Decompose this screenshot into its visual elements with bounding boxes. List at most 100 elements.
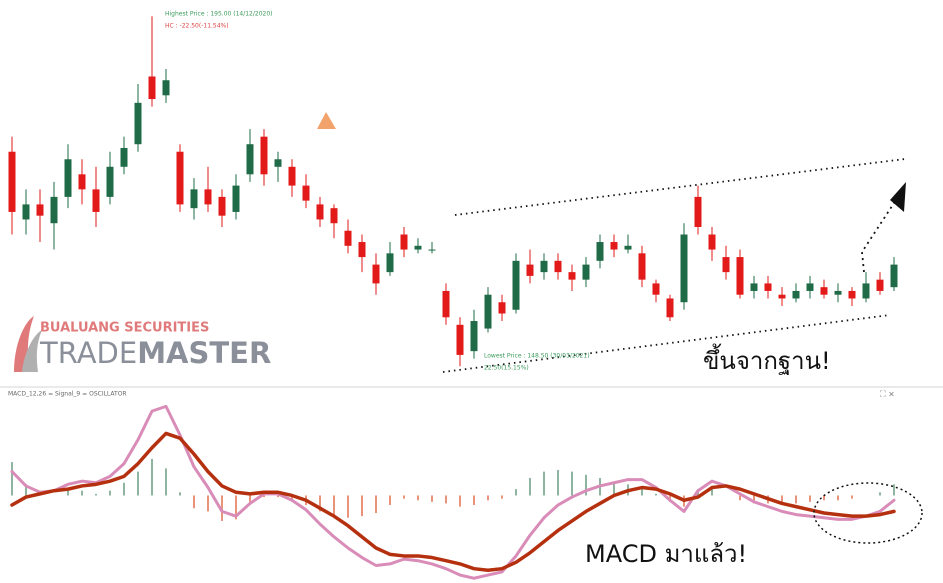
histogram-bar (249, 495, 251, 506)
candle-body (414, 245, 422, 250)
histogram-bar (823, 495, 825, 501)
line-series (10, 431, 896, 573)
candle-body (218, 196, 226, 216)
candle-body (890, 264, 898, 288)
candle-body (50, 196, 58, 224)
histogram-bar (445, 495, 447, 504)
candle-body (204, 189, 212, 205)
histogram-bar (417, 495, 419, 501)
candle-body (36, 204, 44, 216)
candle-body (456, 324, 464, 355)
histogram-bar (347, 495, 349, 518)
candle-body (694, 196, 702, 227)
candle-body (834, 290, 842, 295)
histogram-bar (515, 489, 517, 496)
high-change: HC : -22.50(-11.54%) (165, 23, 229, 30)
logo: BUALUANG SECURITIES TRADEMASTER (14, 316, 271, 372)
candle-body (652, 283, 660, 295)
panel-icons: ⛶ × (879, 390, 895, 399)
candle-body (386, 253, 394, 273)
candle-body (8, 151, 16, 212)
candle-body (288, 166, 296, 186)
histogram-bar (753, 495, 755, 504)
candle-body (582, 264, 590, 280)
candle-body (820, 287, 828, 295)
histogram-bar (543, 471, 545, 496)
candle-body (806, 283, 814, 291)
candle-body (106, 166, 114, 197)
line-series (10, 404, 896, 580)
candle-body (484, 294, 492, 329)
histogram-bar (179, 492, 181, 496)
candle-body (596, 242, 604, 261)
histogram-bar (837, 495, 839, 501)
arrow (861, 199, 897, 273)
histogram-bar (235, 495, 237, 520)
candle-body (120, 147, 128, 167)
candle-body (176, 151, 184, 205)
histogram-bar (25, 484, 27, 496)
histogram-bar (361, 495, 363, 517)
histogram-bar (11, 462, 13, 496)
histogram-bar (851, 495, 853, 499)
candle-body (778, 294, 786, 299)
candle-body (316, 204, 324, 220)
candle-body (540, 260, 548, 273)
histogram-bar (655, 493, 657, 496)
histogram-bar (529, 477, 531, 496)
low-change: 22.50(15.15%) (484, 365, 529, 372)
candle-body (232, 185, 240, 212)
histogram-bar (487, 495, 489, 501)
candle-body (246, 144, 254, 175)
histogram-bar (459, 495, 461, 507)
candle-body (792, 290, 800, 299)
histogram-bar (319, 495, 321, 512)
candle-body (134, 102, 142, 145)
candle-body (568, 272, 576, 280)
histogram-bar (795, 495, 797, 504)
histogram-bar (431, 495, 433, 502)
histogram-bar (123, 482, 125, 496)
candle-body (554, 260, 562, 273)
logo-swoosh (14, 316, 34, 372)
logo-product-light: TRADE (39, 336, 137, 370)
arrow-head (890, 182, 906, 212)
candle-body (498, 302, 506, 314)
histogram-bar (165, 468, 167, 496)
histogram-bar (137, 471, 139, 496)
highlight-ellipse (813, 482, 923, 544)
histogram-bar (571, 471, 573, 496)
histogram-bar (207, 495, 209, 512)
candle-body (344, 230, 352, 246)
histogram-bar (95, 493, 97, 496)
histogram-bar (879, 492, 881, 496)
macd-title: MACD_12,26 = Signal_9 = OSCILLATOR (8, 391, 127, 398)
candle-body (470, 321, 478, 352)
candle-body (162, 80, 170, 96)
candle-body (722, 257, 730, 273)
logo-product: TRADEMASTER (39, 336, 271, 370)
candle-body (638, 253, 646, 280)
candle-body (764, 283, 772, 291)
histogram-bar (711, 489, 713, 496)
histogram-bar (809, 495, 811, 502)
candle-body (148, 76, 156, 100)
candle-body (64, 159, 72, 197)
histogram-bar (389, 495, 391, 506)
histogram-bar (263, 495, 265, 498)
histogram-bar (501, 495, 503, 499)
macd-annotation: MACD มาแล้ว! (585, 540, 747, 568)
histogram-bar (291, 495, 293, 501)
candle-body (512, 260, 520, 310)
histogram-bar (333, 495, 335, 517)
candle-body (274, 159, 282, 167)
logo-swoosh (22, 330, 42, 372)
histogram-bar (473, 495, 475, 506)
candle-body (610, 242, 618, 250)
candle-body (372, 264, 380, 284)
candle-body (848, 290, 856, 299)
candle-body (708, 234, 716, 250)
